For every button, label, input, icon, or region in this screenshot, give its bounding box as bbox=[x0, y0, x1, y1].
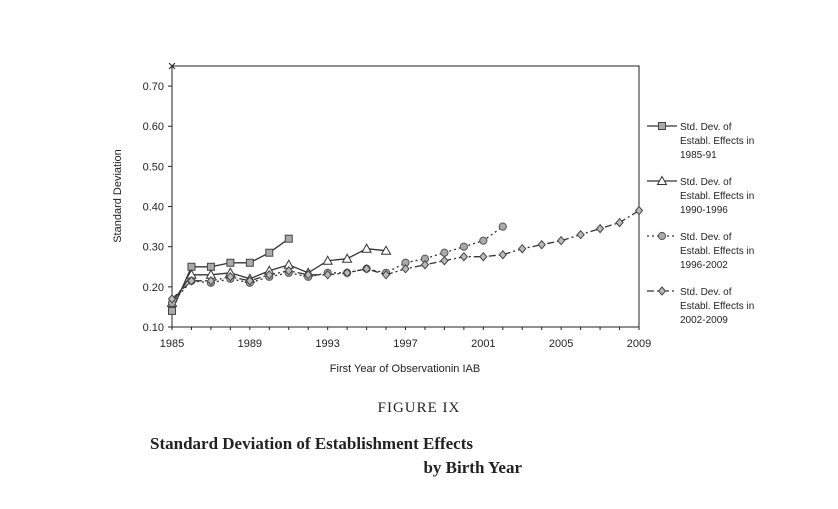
series-4-point bbox=[284, 266, 293, 276]
series-4-point bbox=[187, 276, 196, 286]
series-4-point bbox=[342, 268, 352, 278]
axis-top-marker-stroke bbox=[168, 62, 176, 70]
series-4-point bbox=[245, 276, 254, 286]
x-tick-label: 2009 bbox=[627, 338, 651, 350]
x-axis-title: First Year of Observationin IAB bbox=[330, 363, 480, 375]
y-tick-label: 0.50 bbox=[143, 161, 164, 173]
y-tick-label: 0.60 bbox=[143, 121, 164, 133]
series-4-line bbox=[171, 210, 640, 300]
legend-label: Std. Dev. of bbox=[680, 232, 732, 243]
legend-item-4: Std. Dev. of Establ. Effects in 2002-2009 bbox=[647, 286, 754, 326]
y-axis: 0.10 0.20 0.30 0.40 0.50 0.60 0.70 bbox=[143, 81, 172, 334]
series-4-point bbox=[362, 264, 371, 274]
series-2-point bbox=[322, 255, 334, 265]
figure-caption: Standard Deviation of Establishment Effe… bbox=[150, 432, 530, 480]
legend-label: Std. Dev. of bbox=[680, 122, 732, 133]
legend-label: Establ. Effects in bbox=[680, 136, 754, 147]
series-1-point bbox=[226, 258, 235, 267]
series-4-point bbox=[595, 223, 605, 234]
series-2-point bbox=[380, 245, 392, 255]
series-2-point bbox=[341, 253, 353, 263]
series-1-point bbox=[187, 262, 196, 271]
x-tick-label: 2005 bbox=[549, 338, 573, 350]
series-3-point bbox=[479, 236, 488, 245]
series-4-point bbox=[615, 217, 624, 228]
x-tick-label: 1997 bbox=[393, 338, 417, 350]
legend-label: Std. Dev. of bbox=[680, 177, 732, 188]
series-4-point bbox=[557, 235, 566, 246]
series-1-point bbox=[245, 258, 254, 267]
series-4-point bbox=[304, 270, 313, 280]
series-3-point bbox=[440, 248, 449, 257]
series-4-point bbox=[537, 239, 546, 250]
x-tick-label: 2001 bbox=[471, 338, 495, 350]
x-axis: 1985 1989 1993 1997 2001 2005 2009 bbox=[160, 327, 651, 350]
figure-label: FIGURE IX bbox=[377, 400, 461, 416]
series-2-point bbox=[361, 243, 372, 253]
legend-marker bbox=[656, 175, 668, 185]
legend-label: Establ. Effects in bbox=[680, 301, 754, 312]
caption-line-1: Standard Deviation of Establishment Effe… bbox=[150, 434, 474, 453]
series-4-point bbox=[167, 294, 177, 304]
series-4-point bbox=[498, 249, 507, 260]
series-4-point bbox=[518, 243, 527, 254]
y-tick-label: 0.30 bbox=[143, 242, 164, 254]
series-4-point bbox=[265, 270, 274, 280]
legend-marker bbox=[657, 231, 667, 241]
legend-label: 2002-2009 bbox=[680, 315, 728, 326]
series-1-point bbox=[168, 306, 176, 315]
x-tick-label: 1985 bbox=[160, 338, 184, 350]
series-2-line bbox=[171, 248, 387, 304]
series-4 bbox=[167, 205, 644, 304]
series-4-point bbox=[323, 270, 332, 280]
legend-label: 1985-91 bbox=[680, 150, 717, 161]
series-3-point bbox=[459, 242, 468, 251]
series-4-point bbox=[440, 255, 449, 266]
series-4-point bbox=[381, 270, 391, 280]
series-4-point bbox=[206, 276, 216, 286]
legend-item-2: Std. Dev. of Establ. Effects in 1990-1996 bbox=[647, 175, 754, 216]
legend-item-3: Std. Dev. of Establ. Effects in 1996-2002 bbox=[647, 231, 754, 271]
series-4-point bbox=[479, 251, 488, 262]
y-tick-label: 0.40 bbox=[143, 202, 164, 214]
series-4-point bbox=[401, 264, 410, 274]
y-axis-title: Standard Deviation bbox=[112, 149, 124, 243]
y-tick-label: 0.70 bbox=[143, 81, 164, 93]
axis-top-marker bbox=[168, 62, 176, 70]
series-2 bbox=[166, 243, 392, 307]
series-4-point bbox=[226, 272, 235, 282]
legend-label: 1990-1996 bbox=[680, 205, 728, 216]
series-4-point bbox=[459, 251, 469, 262]
legend-label: Establ. Effects in bbox=[680, 191, 754, 202]
series-3-point bbox=[498, 222, 507, 231]
series-layer bbox=[166, 205, 644, 315]
x-tick-label: 1993 bbox=[315, 338, 339, 350]
series-1-point bbox=[265, 248, 274, 257]
chart: 0.10 0.20 0.30 0.40 0.50 0.60 0.70 1985 1989 199… bbox=[112, 62, 754, 375]
legend-label: Std. Dev. of bbox=[680, 287, 732, 298]
legend-marker bbox=[658, 122, 666, 130]
y-tick-label: 0.20 bbox=[143, 282, 164, 294]
legend-item-1: Std. Dev. of Establ. Effects in 1985-91 bbox=[647, 122, 754, 161]
series-1-point bbox=[206, 262, 215, 271]
series-4-point bbox=[576, 229, 585, 240]
x-tick-label: 1989 bbox=[238, 338, 262, 350]
series-1-point bbox=[284, 234, 293, 243]
caption-line-2: by Birth Year bbox=[423, 458, 522, 477]
y-tick-label: 0.10 bbox=[143, 322, 164, 334]
legend-marker bbox=[657, 286, 667, 296]
series-4-point bbox=[420, 260, 430, 270]
plot-frame bbox=[171, 65, 640, 328]
legend-label: 1996-2002 bbox=[680, 260, 728, 271]
series-4-point bbox=[634, 205, 644, 216]
legend-label: Establ. Effects in bbox=[680, 246, 754, 257]
